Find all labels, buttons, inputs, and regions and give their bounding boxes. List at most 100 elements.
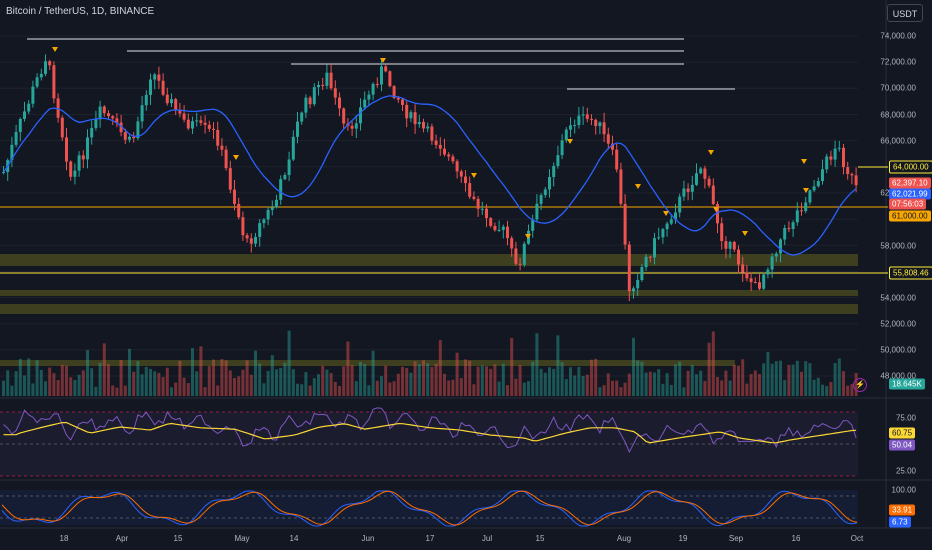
- candle-body: [501, 226, 505, 230]
- candle-body: [77, 155, 81, 171]
- rsi-ma-line: [3, 422, 857, 444]
- price-axis-label: 58,000.00: [880, 241, 916, 251]
- signal-arrow-icon: [713, 207, 719, 212]
- candle-body: [485, 208, 488, 219]
- volume-bar: [216, 385, 220, 396]
- candle-body: [283, 175, 287, 180]
- candle-body: [573, 124, 577, 126]
- candle-body: [69, 161, 73, 177]
- candle-body: [325, 72, 329, 86]
- candle-body: [543, 189, 547, 196]
- candle-body: [426, 126, 430, 129]
- volume-bar: [413, 361, 417, 396]
- volume-bar: [455, 352, 459, 396]
- candle-body: [342, 108, 346, 124]
- currency-button[interactable]: USDT: [887, 4, 923, 22]
- volume-bar: [249, 374, 253, 396]
- volume-bar: [737, 365, 740, 396]
- volume-bar: [321, 365, 325, 396]
- candle-body: [837, 147, 841, 149]
- candle-body: [623, 203, 627, 245]
- volume-bar: [510, 337, 514, 396]
- symbol-title[interactable]: Bitcoin / TetherUS, 1D, BINANCE: [6, 6, 155, 17]
- volume-bar: [220, 359, 224, 396]
- candle-body: [732, 241, 736, 250]
- candle-body: [728, 241, 732, 249]
- candle-body: [497, 229, 501, 231]
- volume-bar: [312, 378, 316, 396]
- volume-bar: [598, 387, 602, 396]
- time-axis-label: Apr: [115, 534, 129, 543]
- volume-bar: [182, 377, 186, 396]
- volume-bar: [35, 360, 39, 396]
- volume-bar: [409, 372, 413, 396]
- volume-bar: [354, 381, 358, 396]
- candle-body: [590, 118, 593, 120]
- candle-body: [447, 154, 451, 157]
- time-axis-label: Jun: [361, 534, 375, 543]
- candle-body: [380, 66, 383, 85]
- volume-bar: [581, 375, 585, 396]
- candle-body: [653, 238, 656, 258]
- candle-body: [531, 219, 535, 231]
- stoch-d-tag: 33.91: [889, 504, 916, 516]
- volume-bar: [732, 364, 736, 396]
- candle-body: [493, 225, 497, 231]
- volume-bar: [308, 385, 312, 396]
- volume-bar: [497, 381, 501, 396]
- time-axis-label: 19: [678, 534, 688, 543]
- candle-body: [846, 167, 850, 175]
- candle-body: [409, 112, 413, 119]
- volume-bar: [665, 373, 669, 396]
- candle-body: [375, 83, 379, 85]
- volume-bar: [149, 368, 152, 396]
- candle-body: [690, 184, 694, 192]
- volume-bar: [674, 364, 677, 396]
- volume-bar: [300, 384, 304, 396]
- candle-body: [443, 148, 446, 155]
- volume-bar: [720, 380, 724, 396]
- volume-bar: [102, 343, 106, 396]
- volume-bar: [632, 337, 635, 396]
- candle-body: [157, 74, 161, 81]
- candle-body: [489, 218, 493, 226]
- volume-bar: [485, 366, 488, 396]
- candle-body: [749, 278, 753, 283]
- candle-body: [203, 122, 207, 125]
- candle-body: [695, 173, 698, 185]
- candle-body: [758, 282, 761, 289]
- volume-bar: [560, 362, 564, 396]
- candle-body: [165, 94, 169, 104]
- volume-bar: [602, 385, 606, 396]
- volume-bar: [552, 368, 556, 396]
- candle-body: [56, 98, 60, 118]
- time-axis-label: 18: [59, 534, 69, 543]
- candle-body: [140, 105, 144, 122]
- candle-body: [451, 156, 455, 162]
- candle-body: [321, 84, 325, 86]
- volume-bar: [170, 387, 173, 396]
- candle-body: [850, 174, 854, 176]
- volume-bar: [800, 371, 803, 396]
- signal-arrow-icon: [635, 184, 641, 189]
- candle-body: [86, 137, 89, 160]
- candle-body: [699, 168, 703, 174]
- volume-bar: [136, 361, 140, 396]
- candle-body: [741, 264, 745, 273]
- volume-bar: [795, 360, 799, 396]
- volume-bar: [661, 383, 665, 396]
- candle-body: [707, 178, 711, 186]
- candle-body: [392, 86, 396, 98]
- candle-body: [577, 115, 581, 125]
- candle-body: [401, 99, 404, 105]
- candle-body: [564, 129, 568, 141]
- volume-bar: [459, 378, 463, 396]
- volume-bar: [535, 333, 539, 396]
- candle-body: [149, 79, 152, 95]
- volume-bar: [346, 341, 350, 396]
- candle-body: [783, 228, 787, 240]
- lightning-icon[interactable]: ⚡: [853, 378, 867, 392]
- candle-body: [825, 156, 829, 170]
- candle-body: [686, 188, 690, 192]
